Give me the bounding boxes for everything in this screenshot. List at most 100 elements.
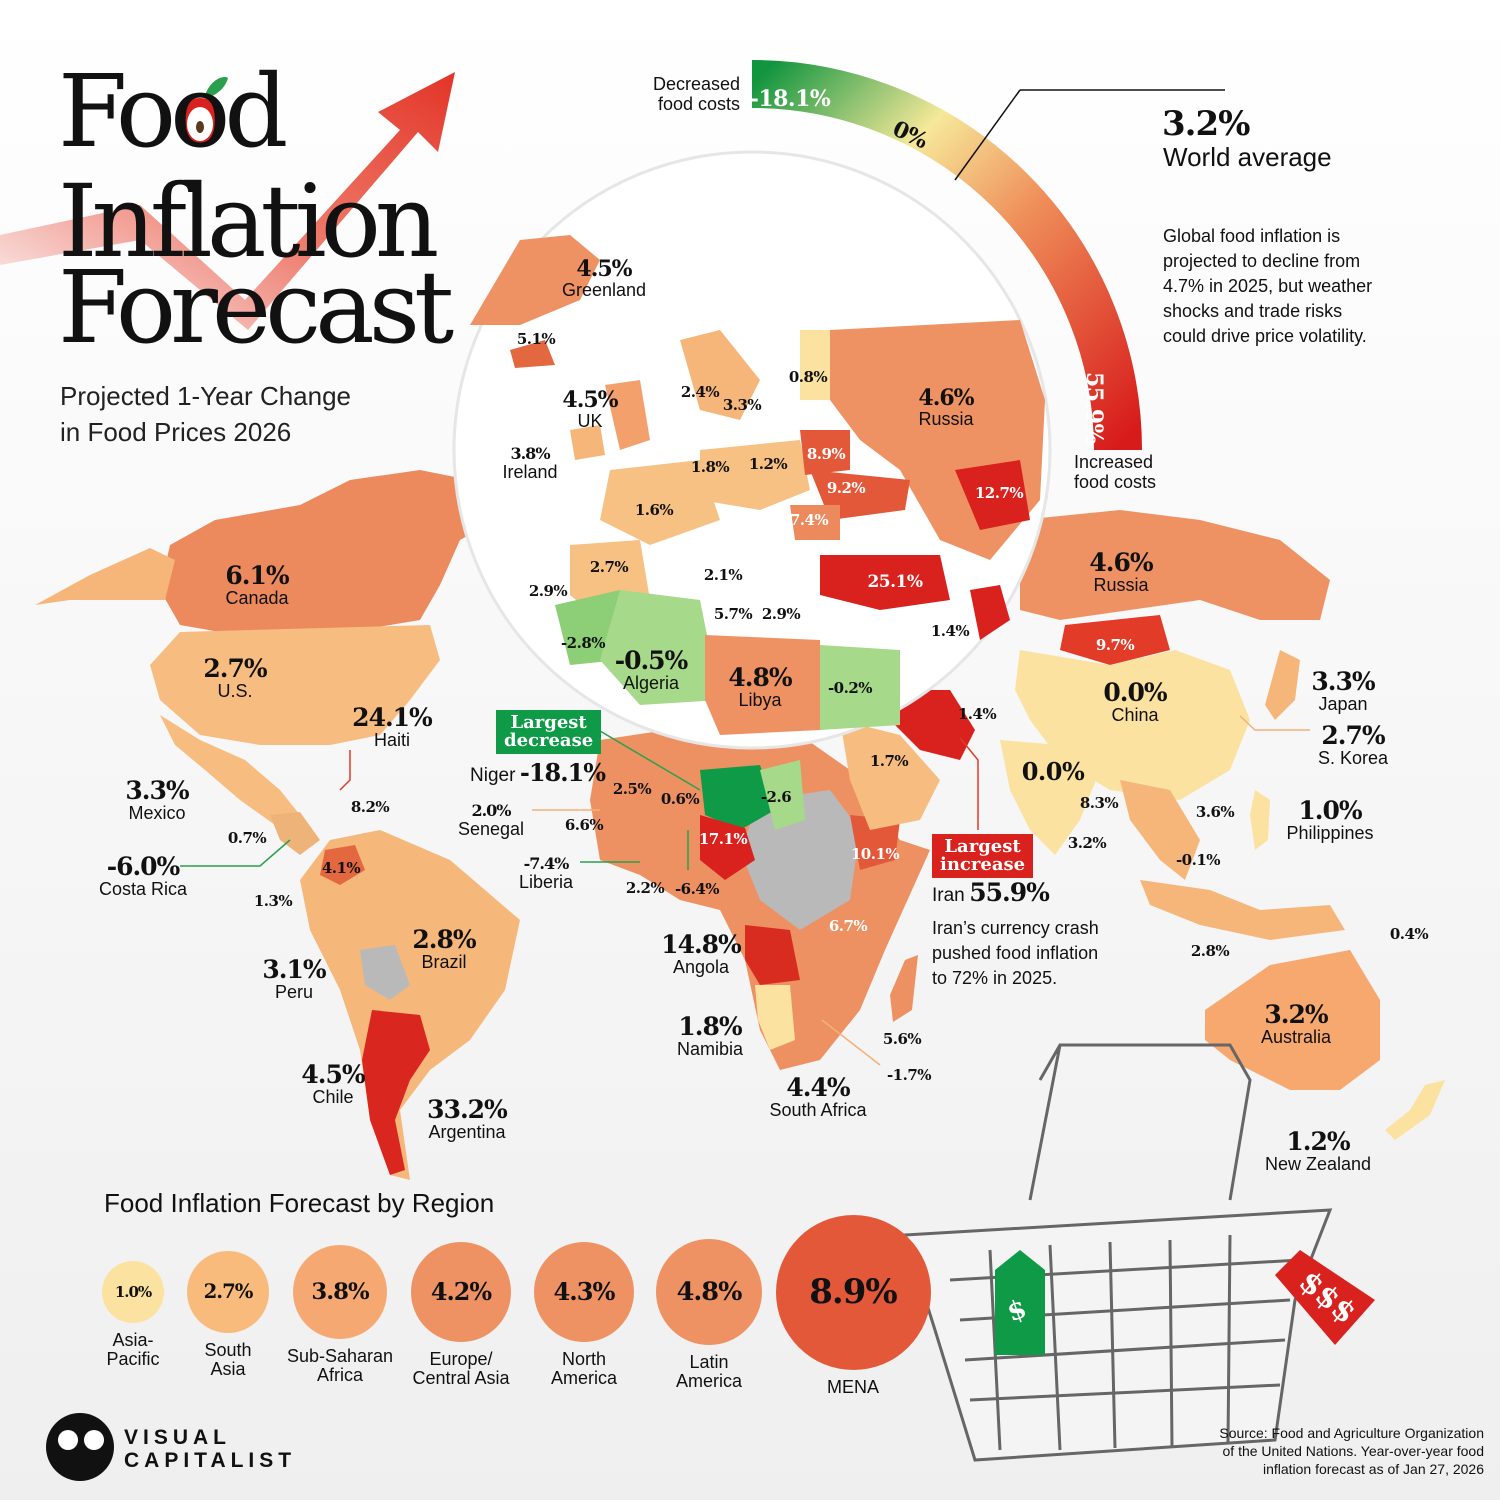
value-sri-lanka: 3.2% — [1067, 834, 1107, 852]
value-tanzania: 6.7% — [828, 917, 868, 935]
region-name: North America — [550, 1349, 618, 1389]
value-uae: 1.4% — [957, 705, 997, 723]
value-guinea: 6.6% — [564, 816, 604, 834]
country-label-liberia: -7.4% Liberia — [518, 854, 574, 892]
country-label-brazil: 2.8% Brazil — [412, 925, 476, 972]
value-vietnam: 3.6% — [1195, 803, 1235, 821]
iran-note-line-3: to 72% in 2025. — [932, 968, 1058, 988]
value-morocco: -2.8% — [560, 634, 606, 652]
country-label-australia: 3.2% Australia — [1260, 1000, 1332, 1047]
country-label-philippines: 1.0% Philippines — [1286, 796, 1374, 843]
subtitle-line-1: Projected 1-Year Change — [60, 381, 352, 411]
value-colombia: 4.1% — [321, 859, 361, 877]
value-nigeria: 17.1% — [698, 830, 748, 848]
country-label-greenland: 4.5% Greenland — [561, 256, 647, 300]
region-circle: 4.2% — [411, 1242, 511, 1342]
country-label-libya: 4.8% Libya — [728, 663, 792, 710]
world-average-value: 3.2% — [1162, 104, 1250, 144]
shopping-basket-icon — [902, 1043, 1333, 1462]
region-name: Europe/Central Asia — [412, 1348, 510, 1388]
philippines-shape — [1250, 790, 1270, 850]
subtitle: Projected 1-Year Change in Food Prices 2… — [60, 378, 351, 450]
region-circle: 2.7% — [187, 1251, 269, 1333]
value-yemen: 1.7% — [869, 752, 909, 770]
value-norway: 2.4% — [680, 383, 720, 401]
value-mongolia: 9.7% — [1095, 636, 1135, 654]
value-el-salvador: 0.7% — [227, 829, 267, 847]
value-ecuador: 1.3% — [253, 892, 293, 910]
largest-increase-tag: Largest increase — [932, 834, 1034, 878]
canada-shape — [160, 470, 495, 632]
niger-callout: Niger -18.1% — [470, 758, 606, 787]
region-name: MENA — [826, 1376, 880, 1397]
subtitle-line-2: in Food Prices 2026 — [60, 417, 292, 447]
iran-note-line-2: pushed food inflation — [932, 943, 1099, 963]
region-circle: 4.8% — [655, 1238, 763, 1346]
value-myanmar: 8.3% — [1079, 794, 1119, 812]
scale-low-label-1: Decreased — [652, 74, 740, 94]
argentina-shape — [362, 1010, 430, 1175]
southeast-asia-shape — [1120, 780, 1200, 880]
value-belarus: 8.9% — [806, 445, 846, 463]
description-line-3: 4.7% in 2025, but weather — [1163, 276, 1373, 296]
country-label-algeria: -0.5% Algeria — [614, 646, 689, 693]
alaska-shape — [35, 548, 175, 605]
region-name: Asia- Pacific — [106, 1329, 160, 1369]
value-chad: -2.6 — [760, 788, 792, 806]
country-label-chile: 4.5% Chile — [301, 1060, 365, 1107]
region-name: Latin America — [675, 1352, 743, 1392]
value-dominican: 8.2% — [350, 798, 390, 816]
namibia-shape — [755, 985, 795, 1050]
value-france: 1.6% — [634, 501, 674, 519]
description-line-5: could drive price volatility. — [1163, 326, 1367, 346]
country-label-ireland: 3.8% Ireland — [502, 444, 558, 482]
value-indonesia: 2.8% — [1190, 942, 1230, 960]
value-ethiopia: 10.1% — [850, 845, 900, 863]
country-label-uk: 4.5% UK — [562, 387, 618, 431]
region-name: South Asia — [204, 1339, 252, 1379]
central-america-shape — [270, 812, 320, 855]
source-note: Source: Food and Agriculture Organizatio… — [1219, 1424, 1484, 1478]
country-label-senegal: 2.0% Senegal — [457, 801, 525, 839]
bolivia-shape — [360, 945, 410, 1000]
region-name: Sub-Saharan Africa — [286, 1346, 394, 1386]
country-label-haiti: 24.1% Haiti — [352, 703, 433, 750]
iran-name: Iran — [932, 885, 965, 906]
source-line-3: inflation forecast as of Jan 27, 2026 — [1262, 1461, 1484, 1477]
value-ukraine: 9.2% — [826, 479, 866, 497]
red-price-tag-icon — [1275, 1250, 1375, 1345]
madagascar-shape — [890, 955, 918, 1022]
indonesia-shape — [1140, 880, 1345, 940]
niger-name: Niger — [470, 765, 516, 786]
value-saudi: 1.4% — [930, 622, 970, 640]
title-line-1: Food — [58, 53, 288, 170]
iran-shape — [890, 690, 975, 760]
country-label-argentina: 33.2% Argentina — [427, 1095, 508, 1142]
value-sweden: 3.3% — [722, 396, 762, 414]
value-tunisia: 5.7% — [713, 605, 753, 623]
source-line-1: Source: Food and Agriculture Organizatio… — [1219, 1425, 1484, 1441]
russia-shape — [1020, 510, 1330, 620]
brand-line-1: VISUAL — [124, 1426, 232, 1449]
value-egypt: -0.2% — [827, 679, 873, 697]
ethiopia-shape — [850, 815, 900, 870]
brand-line-2: CAPITALIST — [124, 1449, 297, 1472]
scale-high-label-1: Increased — [1074, 452, 1154, 472]
niger-value: -18.1% — [519, 758, 606, 787]
value-burkina: 0.6% — [660, 790, 700, 808]
value-italy: 2.1% — [703, 566, 743, 584]
value-poland: 1.2% — [748, 455, 788, 473]
value-turkey: 25.1% — [867, 572, 923, 592]
value-romania: 7.4% — [789, 511, 829, 529]
trend-arrow-icon — [0, 72, 455, 330]
country-label-mexico: 3.3% Mexico — [125, 776, 189, 823]
scale-max: 55.9% — [1081, 372, 1107, 444]
south-america-shape — [300, 830, 520, 1180]
value-finland: 0.8% — [788, 368, 828, 386]
brand-logo: VISUAL CAPITALIST — [124, 1426, 296, 1472]
mexico-shape — [160, 715, 300, 825]
country-label-russia-inset: 4.6% Russia — [918, 385, 974, 429]
value-togo: -6.4% — [674, 880, 720, 898]
world-average-label: World average — [1163, 142, 1332, 172]
